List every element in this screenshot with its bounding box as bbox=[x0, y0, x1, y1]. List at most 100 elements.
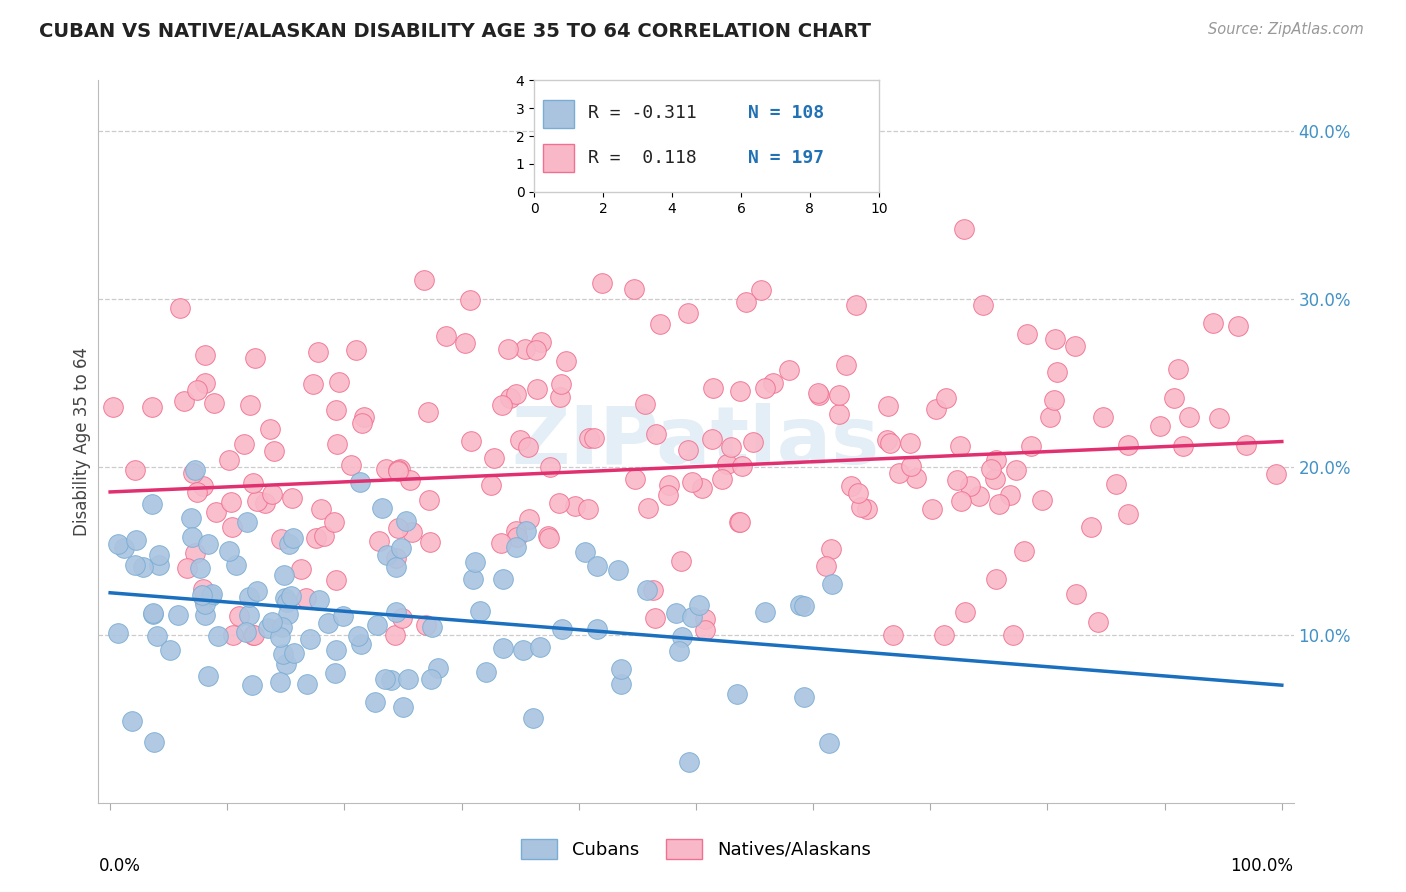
Point bbox=[522, 711, 544, 725]
Point bbox=[633, 397, 655, 411]
Point bbox=[280, 589, 302, 603]
Point bbox=[821, 576, 844, 591]
Point bbox=[464, 555, 486, 569]
Point bbox=[1042, 392, 1064, 407]
Point bbox=[1064, 339, 1087, 353]
Point bbox=[492, 572, 515, 586]
Point bbox=[882, 628, 904, 642]
Point bbox=[191, 479, 214, 493]
Point bbox=[665, 606, 688, 620]
Point bbox=[955, 605, 977, 619]
Point bbox=[1004, 463, 1026, 477]
Point bbox=[693, 612, 716, 626]
Point bbox=[460, 434, 482, 448]
Point bbox=[141, 400, 163, 414]
Point bbox=[371, 500, 394, 515]
Point bbox=[197, 669, 219, 683]
Point bbox=[200, 589, 222, 603]
Point bbox=[325, 573, 347, 587]
Point bbox=[645, 426, 668, 441]
Point bbox=[385, 560, 408, 574]
Point bbox=[194, 348, 217, 362]
Point bbox=[434, 329, 457, 343]
Point bbox=[979, 462, 1001, 476]
Point bbox=[585, 623, 607, 637]
Point bbox=[498, 391, 520, 405]
Point bbox=[309, 502, 332, 516]
Point bbox=[555, 354, 578, 368]
Point bbox=[298, 632, 321, 646]
Point bbox=[1031, 493, 1053, 508]
Point bbox=[624, 472, 647, 486]
Point bbox=[725, 687, 748, 701]
Point bbox=[1045, 332, 1067, 346]
Point bbox=[676, 306, 699, 320]
Point bbox=[221, 519, 243, 533]
Point bbox=[636, 583, 658, 598]
Point bbox=[879, 436, 901, 450]
Point bbox=[323, 515, 346, 529]
Point bbox=[183, 463, 205, 477]
Point bbox=[167, 607, 190, 622]
Point bbox=[720, 440, 742, 454]
Point bbox=[657, 488, 679, 502]
Point bbox=[578, 431, 600, 445]
Point bbox=[496, 342, 519, 356]
Point bbox=[536, 529, 558, 543]
Point bbox=[793, 599, 815, 614]
Point bbox=[194, 376, 217, 391]
Point bbox=[681, 475, 703, 489]
Point bbox=[221, 495, 243, 509]
Point bbox=[1002, 628, 1025, 642]
Point bbox=[246, 584, 269, 599]
Point bbox=[491, 398, 513, 412]
Point bbox=[124, 558, 146, 573]
Point bbox=[1019, 439, 1042, 453]
Point bbox=[274, 657, 297, 671]
Point bbox=[1012, 543, 1035, 558]
Point bbox=[186, 484, 208, 499]
Point bbox=[366, 618, 388, 632]
Point bbox=[193, 592, 215, 607]
Point bbox=[529, 640, 551, 654]
Point bbox=[515, 524, 537, 538]
Point bbox=[283, 646, 305, 660]
Point bbox=[245, 351, 267, 365]
Text: R = -0.311: R = -0.311 bbox=[588, 104, 696, 122]
Point bbox=[807, 388, 830, 402]
Point bbox=[273, 568, 295, 582]
Point bbox=[416, 405, 439, 419]
Y-axis label: Disability Age 35 to 64: Disability Age 35 to 64 bbox=[73, 347, 91, 536]
Point bbox=[305, 531, 328, 545]
Point bbox=[277, 607, 299, 622]
Point bbox=[489, 536, 512, 550]
Point bbox=[458, 293, 481, 308]
Point bbox=[332, 608, 354, 623]
Text: Source: ZipAtlas.com: Source: ZipAtlas.com bbox=[1208, 22, 1364, 37]
Point bbox=[263, 443, 285, 458]
Point bbox=[835, 359, 858, 373]
Point bbox=[396, 672, 419, 686]
Point bbox=[967, 489, 990, 503]
Point bbox=[845, 298, 868, 312]
Point bbox=[399, 474, 422, 488]
Point bbox=[678, 442, 700, 457]
Point bbox=[188, 561, 211, 575]
Point bbox=[749, 283, 772, 297]
Point bbox=[887, 466, 910, 480]
Bar bbox=[543, 100, 574, 128]
Point bbox=[308, 592, 330, 607]
Point bbox=[582, 431, 605, 445]
Point bbox=[516, 440, 538, 454]
Point bbox=[998, 488, 1021, 502]
Point bbox=[194, 597, 217, 611]
Point bbox=[470, 604, 492, 618]
Point bbox=[419, 672, 441, 686]
Point bbox=[290, 562, 312, 576]
Point bbox=[818, 736, 841, 750]
Point bbox=[1208, 410, 1230, 425]
Point bbox=[820, 541, 842, 556]
Point bbox=[648, 317, 671, 331]
Point bbox=[124, 463, 146, 477]
Point bbox=[391, 611, 413, 625]
